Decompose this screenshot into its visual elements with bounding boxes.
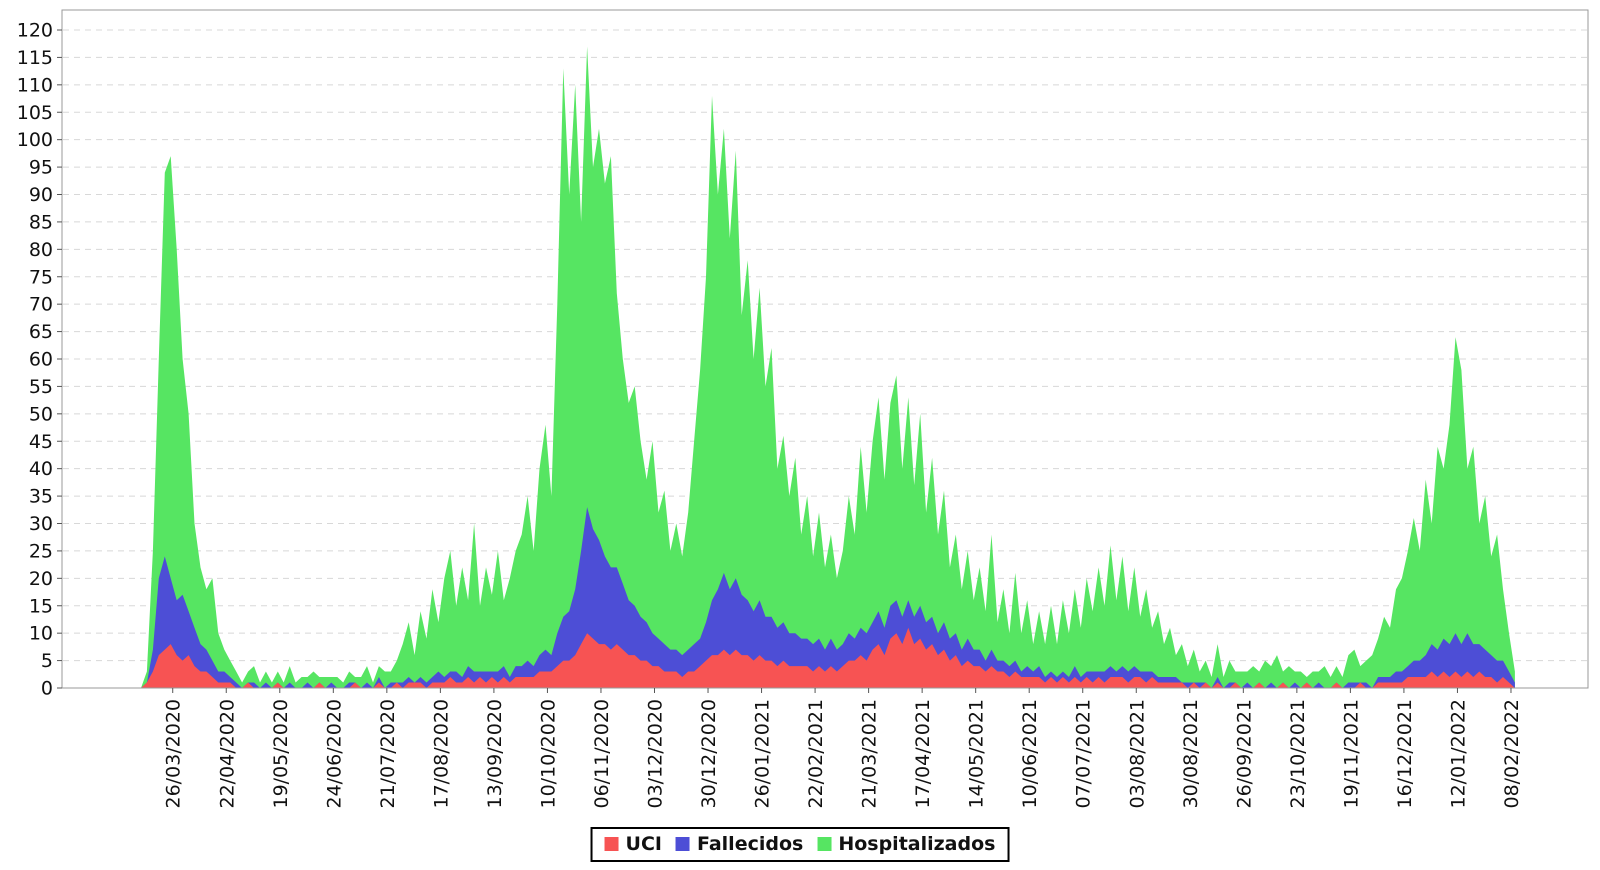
x-tick-label: 16/12/2021 bbox=[1394, 699, 1416, 809]
x-tick-label: 10/10/2020 bbox=[537, 699, 559, 809]
y-tick-label: 45 bbox=[29, 431, 53, 453]
y-tick-label: 30 bbox=[29, 513, 53, 535]
x-tick-label: 03/08/2021 bbox=[1126, 699, 1148, 809]
x-tick-label: 24/06/2020 bbox=[323, 699, 345, 809]
fallecidos-color-swatch bbox=[675, 837, 690, 851]
plot-border bbox=[61, 9, 1589, 689]
x-tick-label: 26/03/2020 bbox=[163, 699, 185, 809]
y-tick-label: 65 bbox=[29, 321, 53, 343]
y-tick-label: 10 bbox=[29, 623, 53, 645]
x-tick-label: 06/11/2020 bbox=[591, 699, 613, 809]
y-tick-label: 20 bbox=[29, 568, 53, 590]
area-fallecidos bbox=[141, 507, 1515, 688]
y-tick-label: 35 bbox=[29, 486, 53, 508]
x-tick-label: 17/08/2020 bbox=[430, 699, 452, 809]
legend-label-uci: UCI bbox=[625, 833, 662, 855]
x-tick-label: 22/04/2020 bbox=[216, 699, 238, 809]
x-tick-label: 21/03/2021 bbox=[859, 699, 881, 809]
y-tick-label: 25 bbox=[29, 540, 53, 562]
x-tick-label: 22/02/2021 bbox=[805, 699, 827, 809]
legend-item-hospitalizados: Hospitalizados bbox=[817, 833, 995, 855]
legend-label-hospitalizados: Hospitalizados bbox=[838, 833, 996, 855]
x-tick-label: 19/05/2020 bbox=[270, 699, 292, 809]
y-tick-label: 100 bbox=[17, 129, 53, 151]
legend-item-fallecidos: Fallecidos bbox=[675, 833, 804, 855]
y-tick-label: 95 bbox=[29, 157, 53, 179]
legend-label-fallecidos: Fallecidos bbox=[696, 833, 804, 855]
legend-item-uci: UCI bbox=[604, 833, 662, 855]
y-tick-label: 5 bbox=[41, 650, 53, 672]
y-tick-label: 40 bbox=[29, 458, 53, 480]
x-tick-label: 14/05/2021 bbox=[966, 699, 988, 809]
x-tick-label: 19/11/2021 bbox=[1340, 699, 1362, 809]
x-tick-label: 30/12/2020 bbox=[698, 699, 720, 809]
area-uci bbox=[141, 627, 1515, 688]
area-hospitalizados bbox=[141, 46, 1515, 688]
x-tick-label: 03/12/2020 bbox=[645, 699, 667, 809]
y-tick-label: 110 bbox=[17, 74, 53, 96]
x-tick-label: 21/07/2020 bbox=[377, 699, 399, 809]
y-tick-label: 15 bbox=[29, 595, 53, 617]
x-tick-label: 10/06/2021 bbox=[1019, 699, 1041, 809]
y-tick-label: 75 bbox=[29, 266, 53, 288]
y-tick-label: 120 bbox=[17, 20, 53, 42]
x-tick-label: 07/07/2021 bbox=[1073, 699, 1095, 809]
x-tick-label: 30/08/2021 bbox=[1180, 699, 1202, 809]
y-tick-label: 60 bbox=[29, 349, 53, 371]
y-tick-label: 105 bbox=[17, 102, 53, 124]
y-tick-label: 55 bbox=[29, 376, 53, 398]
y-tick-label: 115 bbox=[17, 47, 53, 69]
x-tick-label: 23/10/2021 bbox=[1287, 699, 1309, 809]
hospitalizados-color-swatch bbox=[817, 837, 832, 851]
x-tick-label: 26/01/2021 bbox=[752, 699, 774, 809]
y-tick-label: 85 bbox=[29, 211, 53, 233]
y-tick-label: 80 bbox=[29, 239, 53, 261]
y-tick-label: 90 bbox=[29, 184, 53, 206]
x-tick-label: 17/04/2021 bbox=[912, 699, 934, 809]
y-tick-label: 50 bbox=[29, 403, 53, 425]
y-tick-label: 0 bbox=[41, 678, 53, 700]
x-tick-label: 26/09/2021 bbox=[1233, 699, 1255, 809]
uci-color-swatch bbox=[604, 837, 619, 851]
x-tick-label: 08/02/2022 bbox=[1501, 699, 1523, 809]
x-tick-label: 13/09/2020 bbox=[484, 699, 506, 809]
chart-canvas: 0 5 10 15 20 25 30 35 40 45 50 55 60 65 70 75 80 85 90 95 10… bbox=[17, 9, 1589, 809]
chart-legend: UCI Fallecidos Hospitalizados bbox=[590, 827, 1010, 862]
y-tick-label: 70 bbox=[29, 294, 53, 316]
x-tick-label: 12/01/2022 bbox=[1447, 699, 1469, 809]
